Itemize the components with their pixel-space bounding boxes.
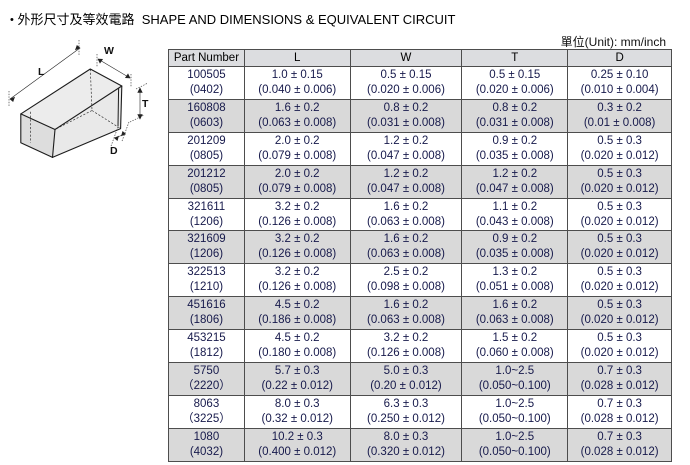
svg-text:T: T [142,98,149,110]
svg-text:D: D [110,145,118,157]
svg-text:W: W [104,45,114,57]
svg-text:L: L [38,66,45,78]
